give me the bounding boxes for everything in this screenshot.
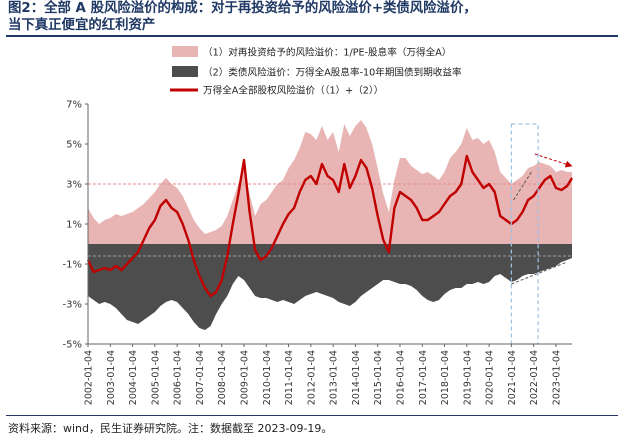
trend-arrow-top [534, 153, 573, 168]
x-tick-label: 2009-01-04 [239, 350, 250, 405]
x-tick-label: 2016-01-04 [395, 350, 406, 405]
trend-arrow-up-left [513, 171, 532, 201]
legend-item-2: （2）类债风险溢价：万得全A股息率-10年期国债到期收益率 [172, 66, 462, 79]
legend-swatch [172, 66, 198, 77]
y-tick-label: -3% [63, 300, 82, 311]
x-tick-label: 2015-01-04 [373, 350, 384, 405]
x-tick-label: 2006-01-04 [173, 350, 184, 405]
legend-label: （2）类债风险溢价：万得全A股息率-10年期国债到期收益率 [203, 67, 462, 79]
title-rule [6, 35, 618, 37]
x-tick-label: 2020-01-04 [485, 350, 496, 405]
x-tick-label: 2002-01-04 [84, 350, 95, 405]
footer-rule [6, 415, 618, 416]
series-area-bondlike-premium [88, 244, 572, 330]
x-tick-label: 2019-01-04 [462, 350, 473, 405]
x-tick-label: 2012-01-04 [306, 350, 317, 405]
legend-label: （1）对再投资给予的风险溢价：1/PE-股息率（万得全A） [203, 47, 451, 59]
y-tick-label: 1% [66, 220, 82, 231]
y-tick-label: 3% [66, 180, 82, 191]
x-tick-label: 2008-01-04 [217, 350, 228, 405]
legend-item-3: 万得全A全部股权风险溢价（（1）+（2）） [170, 85, 383, 97]
x-tick-label: 2005-01-04 [150, 350, 161, 405]
x-tick-label: 2018-01-04 [440, 350, 451, 405]
series-area-reinvestment-premium [88, 120, 572, 244]
legend-item-1: （1）对再投资给予的风险溢价：1/PE-股息率（万得全A） [172, 46, 451, 59]
source-note: 资料来源：wind，民生证券研究院。注：数据截至 2023-09-19。 [8, 422, 333, 435]
x-tick-label: 2007-01-04 [195, 350, 206, 405]
x-tick-label: 2013-01-04 [329, 350, 340, 405]
title-line-2: 当下真正便宜的红利资产 [8, 18, 156, 33]
legend-swatch [172, 46, 198, 57]
x-tick-label: 2011-01-04 [284, 350, 295, 405]
series-line-total-premium [86, 154, 574, 298]
x-tick-label: 2022-01-04 [529, 350, 540, 405]
title-line-1: 图2：全部 A 股风险溢价的构成：对于再投资给予的风险溢价+类债风险溢价， [8, 1, 477, 16]
risk-premium-chart: （1）对再投资给予的风险溢价：1/PE-股息率（万得全A） （2）类债风险溢价：万… [63, 46, 574, 405]
x-tick-label: 2014-01-04 [351, 350, 362, 405]
x-tick-label: 2023-01-04 [551, 350, 562, 405]
x-tick-label: 2021-01-04 [507, 350, 518, 405]
y-tick-label: -1% [63, 260, 82, 271]
x-tick-label: 2017-01-04 [418, 350, 429, 405]
y-tick-label: 7% [66, 100, 82, 111]
y-tick-label: 5% [66, 140, 82, 151]
chart-title: 图2：全部 A 股风险溢价的构成：对于再投资给予的风险溢价+类债风险溢价， 当下… [8, 0, 618, 34]
x-tick-label: 2003-01-04 [106, 350, 117, 405]
x-tick-label: 2004-01-04 [128, 350, 139, 405]
legend-label: 万得全A全部股权风险溢价（（1）+（2）） [203, 85, 383, 97]
y-tick-label: -5% [63, 340, 82, 351]
x-tick-label: 2010-01-04 [262, 350, 273, 405]
